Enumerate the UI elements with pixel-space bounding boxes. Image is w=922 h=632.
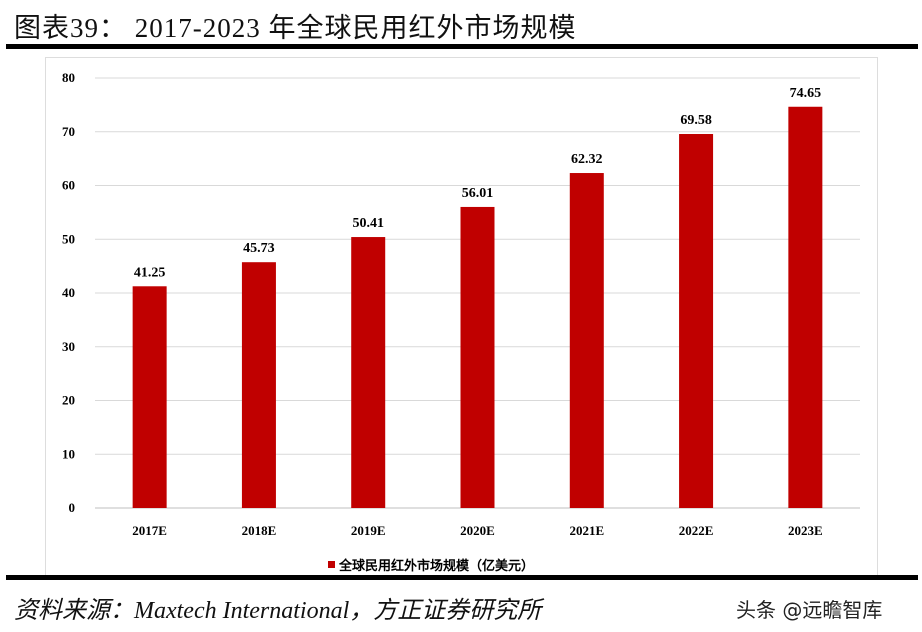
bar <box>460 206 495 509</box>
bar <box>351 237 386 508</box>
x-tick-label: 2022E <box>679 523 714 538</box>
bar <box>679 134 714 508</box>
bar <box>241 262 276 508</box>
bar <box>569 173 604 508</box>
bar <box>132 286 167 508</box>
data-label: 45.73 <box>243 241 275 256</box>
x-tick-label: 2018E <box>242 523 277 538</box>
y-tick-label: 40 <box>62 285 75 300</box>
data-label: 41.25 <box>134 265 166 280</box>
x-tick-label: 2019E <box>351 523 386 538</box>
y-tick-label: 10 <box>62 446 75 461</box>
bar <box>788 106 823 508</box>
x-tick-label: 2017E <box>132 523 167 538</box>
y-tick-label: 60 <box>62 178 75 193</box>
title-rule <box>6 44 918 49</box>
legend-label: 全球民用红外市场规模（亿美元） <box>339 558 535 573</box>
data-label: 56.01 <box>462 186 494 201</box>
source-note: 资料来源：Maxtech International，方正证券研究所 <box>14 598 542 624</box>
legend: 全球民用红外市场规模（亿美元） <box>328 555 534 574</box>
bottom-rule <box>6 575 918 580</box>
x-tick-label: 2021E <box>569 523 604 538</box>
y-tick-label: 70 <box>62 124 75 139</box>
legend-swatch <box>328 561 335 568</box>
x-tick-label: 2023E <box>788 523 823 538</box>
x-tick-label: 2020E <box>460 523 495 538</box>
y-tick-label: 50 <box>62 231 75 246</box>
y-tick-label: 30 <box>62 339 75 354</box>
y-tick-label: 20 <box>62 393 75 408</box>
y-tick-label: 0 <box>69 500 76 515</box>
data-label: 62.32 <box>571 152 603 167</box>
data-label: 74.65 <box>790 86 822 101</box>
y-tick-label: 80 <box>62 70 75 85</box>
data-label: 50.41 <box>352 216 384 231</box>
data-label: 69.58 <box>680 113 712 128</box>
figure-title: 图表39： 2017-2023 年全球民用红外市场规模 <box>14 13 577 43</box>
watermark: 头条 @远瞻智库 <box>736 598 883 622</box>
